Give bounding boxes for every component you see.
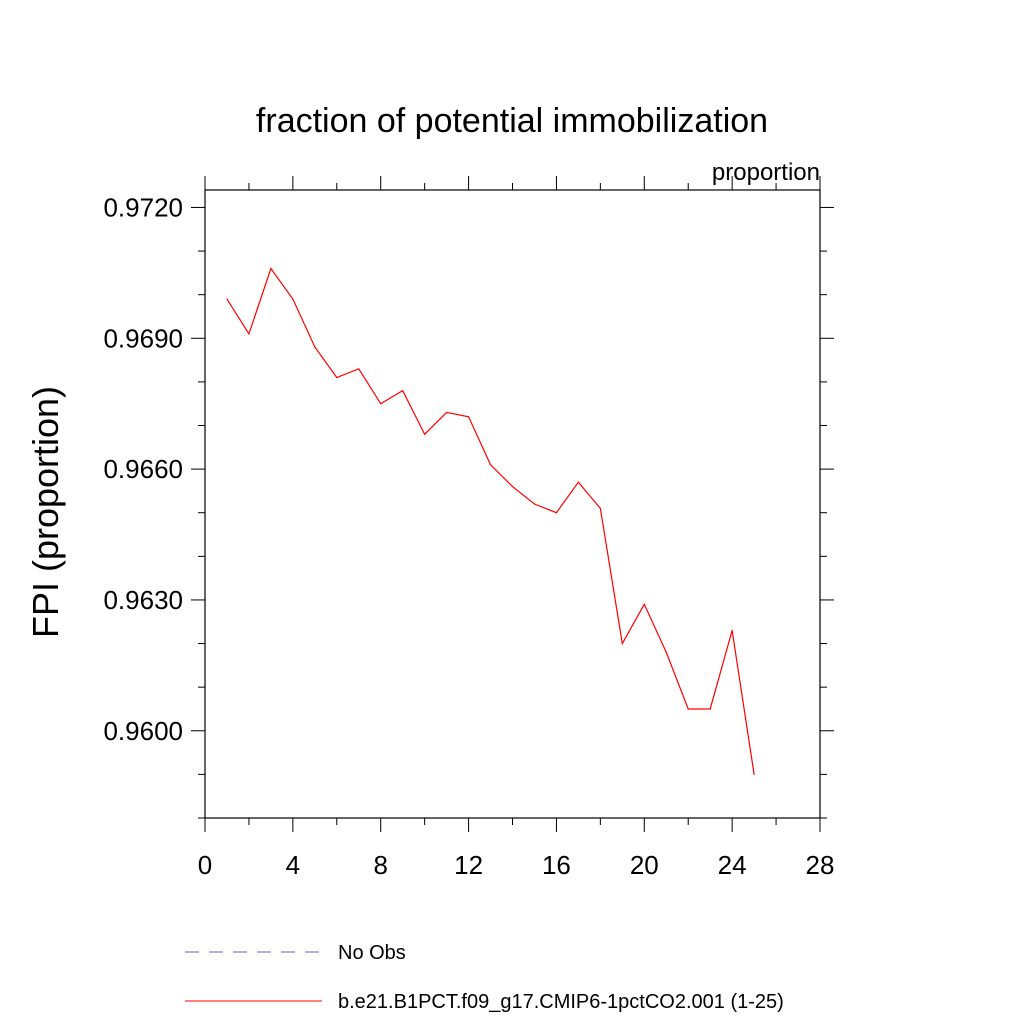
data-point: [402, 390, 404, 392]
data-point: [599, 507, 601, 509]
y-tick-label: 0.9630: [103, 585, 183, 615]
data-point: [577, 481, 579, 483]
data-point: [643, 603, 645, 605]
legend-label: No Obs: [338, 942, 406, 964]
y-tick-label: 0.9600: [103, 716, 183, 746]
data-point: [555, 512, 558, 514]
x-tick-label: 12: [454, 850, 483, 880]
data-point: [424, 433, 426, 435]
data-point: [270, 267, 272, 270]
axis-ticks: [191, 176, 834, 832]
data-point: [665, 651, 667, 653]
data-point: [731, 629, 733, 632]
data-point: [511, 485, 514, 488]
data-point: [358, 368, 360, 370]
y-tick-label: 0.9660: [103, 454, 183, 484]
x-tick-label: 24: [718, 850, 747, 880]
chart-title: fraction of potential immobilization: [256, 102, 768, 140]
plot-frame: [204, 189, 821, 819]
x-tick-label: 28: [806, 850, 835, 880]
x-tick-label: 4: [286, 850, 300, 880]
units-label: proportion: [712, 159, 820, 186]
y-axis-label: FPI (proportion): [25, 386, 66, 638]
data-point: [446, 411, 448, 414]
data-point: [489, 464, 492, 466]
data-point: [687, 708, 689, 710]
series-line: [226, 267, 755, 775]
data-point: [709, 708, 711, 710]
series-layer: [226, 267, 755, 775]
data-point: [314, 346, 316, 348]
x-tick-label: 8: [373, 850, 387, 880]
data-point: [380, 403, 382, 405]
data-point: [533, 503, 536, 505]
axis-tick-labels: 0.9600 0.9630 0.9660 0.9690 0.9720 0 4 8 12 16 20 2…: [103, 192, 834, 880]
data-point: [248, 333, 250, 335]
data-point: [226, 298, 228, 300]
data-point: [292, 298, 294, 300]
data-point: [753, 773, 755, 775]
data-point: [467, 416, 470, 418]
x-tick-label: 20: [630, 850, 659, 880]
legend: No Obs b.e21.B1PCT.f09_g17.CMIP6-1pctCO2.…: [185, 942, 784, 1013]
y-tick-label: 0.9690: [103, 323, 183, 353]
x-tick-label: 0: [198, 850, 212, 880]
legend-label: b.e21.B1PCT.f09_g17.CMIP6-1pctCO2.001 (1…: [338, 991, 784, 1013]
y-tick-label: 0.9720: [103, 192, 183, 222]
x-tick-label: 16: [542, 850, 571, 880]
data-point: [621, 642, 623, 645]
data-point: [336, 376, 338, 379]
